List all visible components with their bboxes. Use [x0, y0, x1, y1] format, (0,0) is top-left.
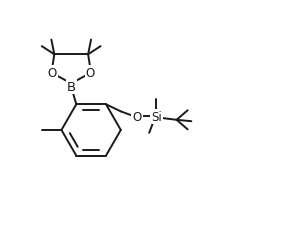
Text: B: B — [67, 81, 76, 94]
Text: O: O — [86, 66, 95, 79]
Text: Si: Si — [151, 110, 162, 123]
Text: O: O — [132, 110, 142, 123]
Text: O: O — [47, 66, 57, 79]
